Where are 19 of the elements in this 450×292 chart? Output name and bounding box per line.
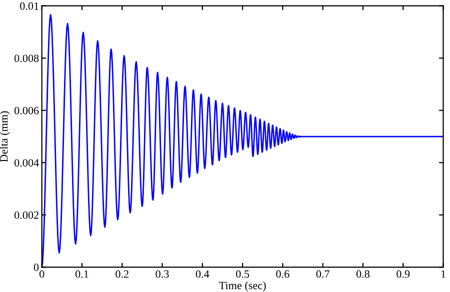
x-tick-label: 0.2	[116, 270, 128, 278]
x-tick-label: 0.1	[75, 270, 88, 278]
y-tick-label: 0.002	[14, 211, 38, 219]
x-tick-label: 1	[441, 270, 446, 278]
y-tick-label: 0.004	[14, 159, 39, 167]
y-tick-label: 0.01	[20, 2, 38, 10]
x-tick-label: 0.7	[316, 270, 330, 278]
y-tick-label: 0	[34, 264, 39, 272]
x-tick-label: 0.4	[196, 270, 210, 278]
x-axis-title: Time (sec)	[219, 281, 266, 292]
y-axis-title: Delta (mm)	[0, 111, 10, 162]
x-tick-label: 0.9	[396, 270, 410, 278]
y-tick-label: 0.008	[14, 54, 39, 62]
x-tick-label: 0.8	[356, 270, 370, 278]
x-tick-label: 0.3	[156, 270, 169, 278]
x-tick-label: 0.6	[276, 270, 290, 278]
y-tick-label: 0.006	[14, 106, 39, 114]
x-tick-label: 0.5	[236, 270, 250, 278]
x-tick-label: 0	[39, 270, 44, 278]
